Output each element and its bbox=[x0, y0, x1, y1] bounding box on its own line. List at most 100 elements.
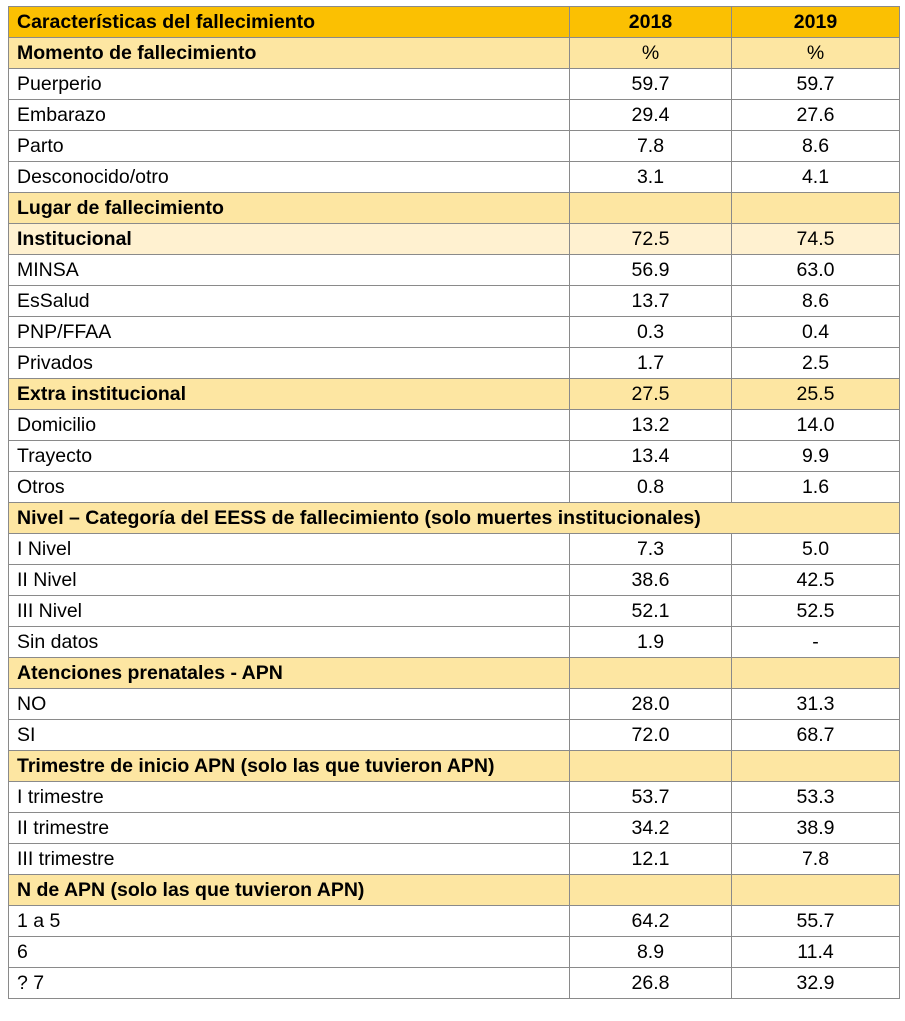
table-row: Trayecto 13.4 9.9 bbox=[8, 440, 900, 472]
statistics-table: Características del fallecimiento 2018 2… bbox=[8, 6, 900, 999]
value-2019: 52.5 bbox=[731, 595, 900, 627]
section-title: Momento de fallecimiento bbox=[8, 37, 570, 69]
table-header-row: Características del fallecimiento 2018 2… bbox=[8, 6, 900, 38]
table-row: I Nivel 7.3 5.0 bbox=[8, 533, 900, 565]
value-2018: 28.0 bbox=[569, 688, 732, 720]
table-row: III trimestre 12.1 7.8 bbox=[8, 843, 900, 875]
value-2019: 74.5 bbox=[731, 223, 900, 255]
header-year-2019: 2019 bbox=[731, 6, 900, 38]
value-2019: 63.0 bbox=[731, 254, 900, 286]
subsection-row-institucional: Institucional 72.5 74.5 bbox=[8, 223, 900, 255]
value-2019: 11.4 bbox=[731, 936, 900, 968]
subsection-row-extra: Extra institucional 27.5 25.5 bbox=[8, 378, 900, 410]
value-2019: 42.5 bbox=[731, 564, 900, 596]
value-2018: 12.1 bbox=[569, 843, 732, 875]
value-2018: 3.1 bbox=[569, 161, 732, 193]
row-label: ? 7 bbox=[8, 967, 570, 999]
value-2019: - bbox=[731, 626, 900, 658]
table-row: SI 72.0 68.7 bbox=[8, 719, 900, 751]
value-2018: 27.5 bbox=[569, 378, 732, 410]
value-2018: 52.1 bbox=[569, 595, 732, 627]
section-row-napn: N de APN (solo las que tuvieron APN) bbox=[8, 874, 900, 906]
value-2019: 25.5 bbox=[731, 378, 900, 410]
header-label: Características del fallecimiento bbox=[8, 6, 570, 38]
row-label: Privados bbox=[8, 347, 570, 379]
row-label: Domicilio bbox=[8, 409, 570, 441]
value-2018: 56.9 bbox=[569, 254, 732, 286]
value-2018: 72.0 bbox=[569, 719, 732, 751]
value-2018: 1.9 bbox=[569, 626, 732, 658]
row-label: II Nivel bbox=[8, 564, 570, 596]
value-2018: 34.2 bbox=[569, 812, 732, 844]
value-2019: 9.9 bbox=[731, 440, 900, 472]
value-2018: 59.7 bbox=[569, 68, 732, 100]
empty-cell bbox=[569, 874, 732, 906]
row-label: III trimestre bbox=[8, 843, 570, 875]
empty-cell bbox=[731, 657, 900, 689]
value-2019: 7.8 bbox=[731, 843, 900, 875]
value-2018: 29.4 bbox=[569, 99, 732, 131]
table-row: Embarazo 29.4 27.6 bbox=[8, 99, 900, 131]
row-label: PNP/FFAA bbox=[8, 316, 570, 348]
section-title: Nivel – Categoría del EESS de fallecimie… bbox=[8, 502, 900, 534]
value-2019: 27.6 bbox=[731, 99, 900, 131]
value-2019: 4.1 bbox=[731, 161, 900, 193]
row-label: 6 bbox=[8, 936, 570, 968]
section-title: Atenciones prenatales - APN bbox=[8, 657, 570, 689]
subsection-label: Extra institucional bbox=[8, 378, 570, 410]
row-label: Trayecto bbox=[8, 440, 570, 472]
row-label: EsSalud bbox=[8, 285, 570, 317]
value-2019: 32.9 bbox=[731, 967, 900, 999]
value-2018: 7.3 bbox=[569, 533, 732, 565]
section-row-apn: Atenciones prenatales - APN bbox=[8, 657, 900, 689]
value-2019: 59.7 bbox=[731, 68, 900, 100]
empty-cell bbox=[569, 192, 732, 224]
table-row: Desconocido/otro 3.1 4.1 bbox=[8, 161, 900, 193]
row-label: I trimestre bbox=[8, 781, 570, 813]
table-row: Domicilio 13.2 14.0 bbox=[8, 409, 900, 441]
subsection-label: Institucional bbox=[8, 223, 570, 255]
table-row: EsSalud 13.7 8.6 bbox=[8, 285, 900, 317]
value-2018: 72.5 bbox=[569, 223, 732, 255]
row-label: Parto bbox=[8, 130, 570, 162]
empty-cell bbox=[569, 657, 732, 689]
value-2019: 5.0 bbox=[731, 533, 900, 565]
value-2019: 53.3 bbox=[731, 781, 900, 813]
table-row: Puerperio 59.7 59.7 bbox=[8, 68, 900, 100]
row-label: Otros bbox=[8, 471, 570, 503]
unit-2018: % bbox=[569, 37, 732, 69]
value-2018: 26.8 bbox=[569, 967, 732, 999]
table-row: Privados 1.7 2.5 bbox=[8, 347, 900, 379]
value-2019: 55.7 bbox=[731, 905, 900, 937]
row-label: Puerperio bbox=[8, 68, 570, 100]
row-label: I Nivel bbox=[8, 533, 570, 565]
table-row: NO 28.0 31.3 bbox=[8, 688, 900, 720]
empty-cell bbox=[569, 750, 732, 782]
table-row: I trimestre 53.7 53.3 bbox=[8, 781, 900, 813]
value-2019: 14.0 bbox=[731, 409, 900, 441]
value-2019: 8.6 bbox=[731, 285, 900, 317]
section-row-lugar: Lugar de fallecimiento bbox=[8, 192, 900, 224]
value-2019: 0.4 bbox=[731, 316, 900, 348]
table-row: 6 8.9 11.4 bbox=[8, 936, 900, 968]
empty-cell bbox=[731, 874, 900, 906]
empty-cell bbox=[731, 192, 900, 224]
value-2018: 53.7 bbox=[569, 781, 732, 813]
value-2018: 13.2 bbox=[569, 409, 732, 441]
table-row: Parto 7.8 8.6 bbox=[8, 130, 900, 162]
value-2019: 31.3 bbox=[731, 688, 900, 720]
value-2018: 0.8 bbox=[569, 471, 732, 503]
value-2019: 8.6 bbox=[731, 130, 900, 162]
unit-2019: % bbox=[731, 37, 900, 69]
value-2019: 1.6 bbox=[731, 471, 900, 503]
row-label: II trimestre bbox=[8, 812, 570, 844]
value-2019: 68.7 bbox=[731, 719, 900, 751]
table-row: 1 a 5 64.2 55.7 bbox=[8, 905, 900, 937]
row-label: SI bbox=[8, 719, 570, 751]
table-row: III Nivel 52.1 52.5 bbox=[8, 595, 900, 627]
section-row-trimestre: Trimestre de inicio APN (solo las que tu… bbox=[8, 750, 900, 782]
value-2018: 64.2 bbox=[569, 905, 732, 937]
row-label: 1 a 5 bbox=[8, 905, 570, 937]
section-row-momento: Momento de fallecimiento % % bbox=[8, 37, 900, 69]
value-2019: 2.5 bbox=[731, 347, 900, 379]
